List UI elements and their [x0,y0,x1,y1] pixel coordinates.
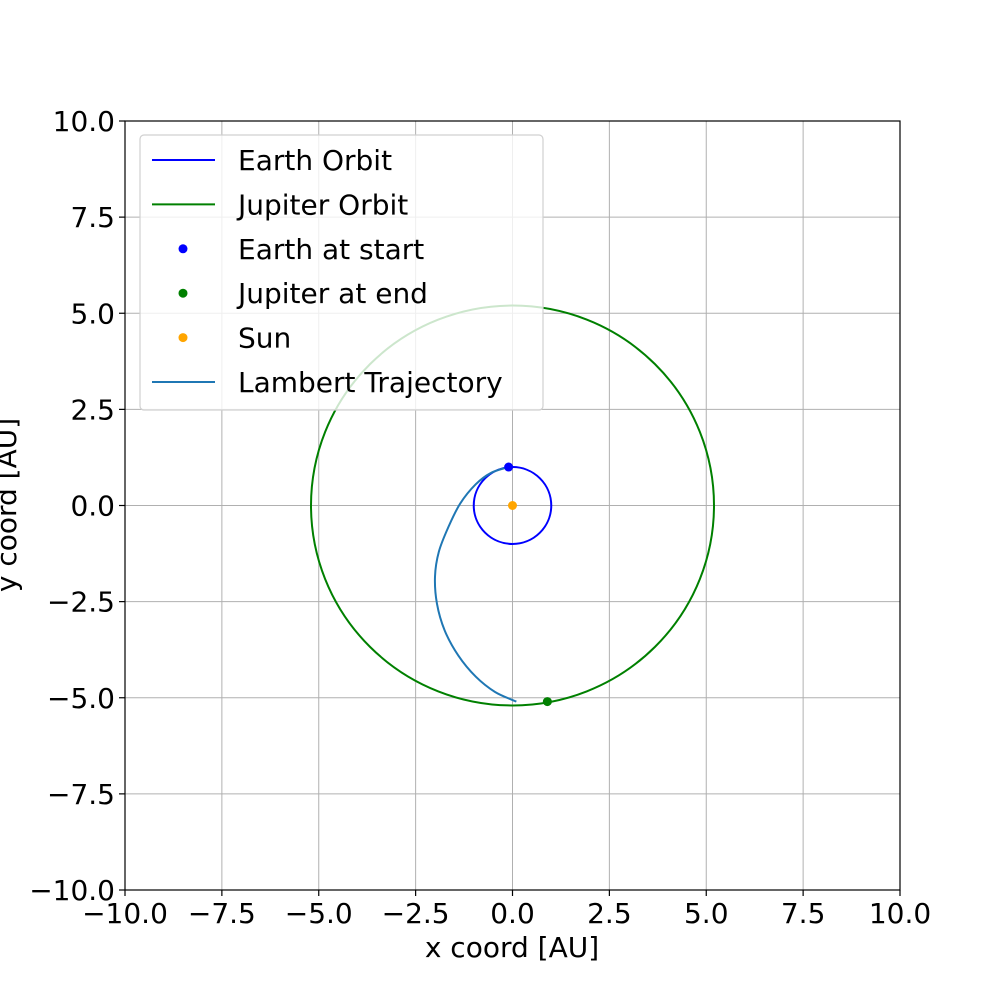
earth-at-start-point [504,462,514,472]
legend-marker-jupiter-at-end [178,288,188,298]
y-tick-label: −5.0 [47,682,115,715]
y-tick-label: 10.0 [53,105,115,138]
legend-label: Jupiter Orbit [236,188,408,221]
x-tick-label: −7.5 [188,897,256,930]
jupiter-at-end-point [542,697,552,707]
y-tick-label: −2.5 [47,586,115,619]
legend-label: Sun [238,322,291,355]
x-tick-label: −10.0 [82,897,168,930]
x-tick-label: 10.0 [869,897,931,930]
legend-label: Earth Orbit [238,144,392,177]
y-tick-label: −10.0 [29,874,115,907]
y-tick-label: 0.0 [70,490,115,523]
y-tick-label: 2.5 [70,393,115,426]
legend-label: Earth at start [238,233,424,266]
y-axis-title: y coord [AU] [0,418,23,592]
legend-marker-earth-at-start [178,244,188,254]
legend-label: Lambert Trajectory [238,366,503,399]
x-tick-label: 2.5 [587,897,632,930]
y-axis-ticks: −10.0 −7.5 −5.0 −2.5 0.0 2.5 5.0 7.5 10.0 [29,105,125,907]
x-axis-title: x coord [AU] [425,931,599,964]
x-axis-ticks: −10.0 −7.5 −5.0 −2.5 0.0 2.5 5.0 7.5 10.0 [82,890,931,930]
legend-label: Jupiter at end [236,277,428,310]
x-tick-label: 0.0 [490,897,535,930]
x-tick-label: 5.0 [684,897,729,930]
y-tick-label: −7.5 [47,778,115,811]
y-tick-label: 7.5 [70,201,115,234]
x-tick-label: −2.5 [382,897,450,930]
legend-box [139,134,544,411]
legend: Earth Orbit Jupiter Orbit Earth at start Ju… [139,134,544,411]
x-tick-label: −5.0 [285,897,353,930]
legend-marker-sun [178,333,188,343]
lambert-trajectory-line [433,466,517,703]
y-tick-label: 5.0 [70,297,115,330]
sun-point [508,501,517,510]
x-tick-label: 7.5 [781,897,826,930]
